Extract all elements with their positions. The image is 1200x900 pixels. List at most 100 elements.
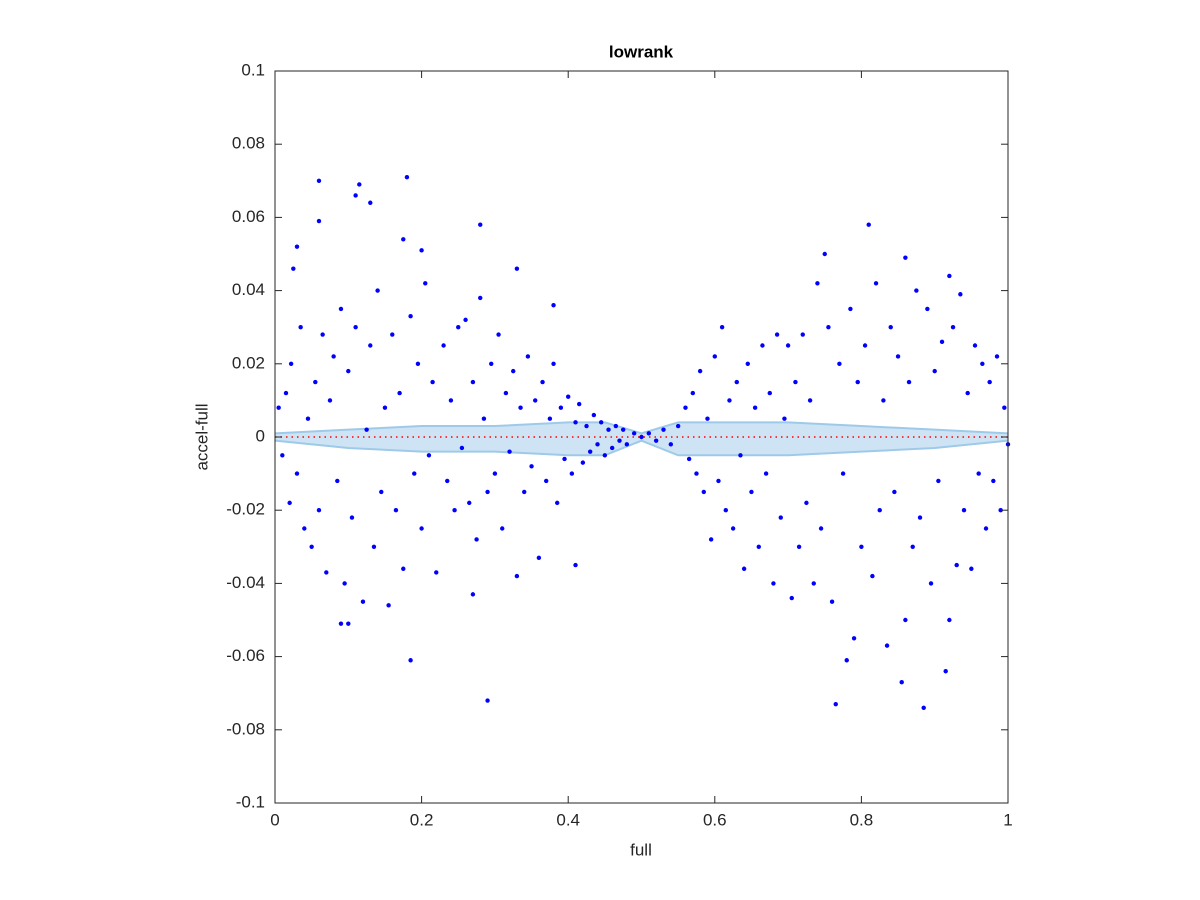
scatter-point <box>287 500 292 506</box>
scatter-point <box>683 405 688 410</box>
scatter-point <box>324 570 329 575</box>
scatter-point <box>522 489 527 495</box>
scatter-point <box>998 508 1003 513</box>
scatter-point <box>346 621 351 626</box>
scatter-point <box>837 361 842 366</box>
scatter-point <box>994 354 1000 359</box>
scatter-point <box>661 427 666 432</box>
scatter-point <box>382 405 388 410</box>
scatter-point <box>533 398 538 403</box>
scatter-point <box>408 314 413 319</box>
scatter-point <box>888 325 893 330</box>
scatter-point <box>954 562 959 568</box>
scatter-point <box>459 445 465 451</box>
scatter-point <box>434 570 439 575</box>
scatter-point <box>763 471 769 476</box>
scatter-point <box>595 442 600 447</box>
band-upper <box>274 421 1009 435</box>
scatter-point <box>335 478 340 484</box>
scatter-point <box>796 544 802 549</box>
scatter-point <box>503 390 509 396</box>
scatter-point <box>313 379 318 385</box>
scatter-point <box>514 573 520 579</box>
scatter-point <box>987 379 992 385</box>
scatter-point <box>569 471 575 476</box>
scatter-point <box>371 544 377 549</box>
x-tick-label: 0.4 <box>556 810 580 829</box>
scatter-point <box>906 379 912 385</box>
scatter-point <box>771 581 776 586</box>
scatter-point <box>877 508 882 513</box>
scatter-point <box>489 361 494 366</box>
scatter-point <box>448 398 454 403</box>
scatter-point <box>818 526 824 531</box>
scatter-point <box>404 174 410 180</box>
scatter-point <box>708 537 714 542</box>
scatter-point <box>947 617 952 623</box>
scatter-point <box>804 500 809 506</box>
scatter-point <box>785 343 791 348</box>
scatter-point <box>866 222 871 227</box>
scatter-point <box>914 288 919 293</box>
x-axis-label: full <box>630 840 652 859</box>
scatter-point <box>723 508 728 513</box>
scatter-point <box>668 442 674 447</box>
scatter-point <box>624 442 630 447</box>
scatter-point <box>694 471 699 476</box>
scatter-point <box>386 603 391 608</box>
y-tick-label: 0.1 <box>241 60 265 79</box>
scatter-point <box>859 544 864 549</box>
scatter-point <box>961 508 967 513</box>
x-tick-label: 1 <box>1003 810 1012 829</box>
x-tick-label: 0 <box>270 810 279 829</box>
scatter-point <box>580 460 586 465</box>
scatter-point <box>730 526 736 531</box>
scatter-point <box>829 599 835 604</box>
scatter-point <box>793 379 798 385</box>
scatter-point <box>741 566 747 571</box>
scatter-point <box>584 423 589 429</box>
scatter-point <box>811 581 816 586</box>
scatter-point <box>298 325 303 330</box>
scatter-point <box>782 416 787 421</box>
scatter-point <box>316 508 322 513</box>
scatter-point <box>976 471 981 476</box>
scatter-point <box>848 306 853 312</box>
scatter-point <box>943 669 948 674</box>
scatter-point <box>463 317 468 323</box>
scatter-point <box>697 368 703 374</box>
scatter-point <box>991 478 996 484</box>
scatter-point <box>401 237 406 242</box>
scatter-point <box>727 398 732 403</box>
scatter-point <box>294 244 300 249</box>
scatter-point <box>562 456 567 462</box>
scatter-point <box>609 445 615 451</box>
scatter-point <box>701 489 707 495</box>
scatter-point <box>518 405 523 410</box>
y-axis-label: accel-full <box>192 403 211 470</box>
y-tick-label: 0.02 <box>232 353 265 372</box>
scatter-point <box>338 621 344 626</box>
scatter-point <box>892 489 897 495</box>
scatter-point <box>360 599 366 604</box>
scatter-point <box>492 471 498 476</box>
scatter-point <box>587 449 593 454</box>
scatter-point <box>573 562 578 568</box>
scatter-point <box>280 453 285 458</box>
scatter-point <box>800 332 805 337</box>
scatter-point <box>555 500 560 506</box>
scatter-point <box>390 332 395 337</box>
scatter-point <box>338 306 344 312</box>
scatter-point <box>917 515 923 520</box>
scatter-point <box>426 453 432 458</box>
scatter-point <box>958 292 963 297</box>
y-tick-label: -0.02 <box>226 500 265 519</box>
scatter-point <box>415 361 421 366</box>
scatter-point <box>408 658 413 663</box>
y-tick-label: 0.04 <box>232 280 265 299</box>
scatter-point <box>983 526 989 531</box>
scatter-point <box>364 427 369 432</box>
scatter-point <box>294 471 300 476</box>
scatter-point <box>774 332 780 337</box>
scatter-point <box>646 431 652 436</box>
